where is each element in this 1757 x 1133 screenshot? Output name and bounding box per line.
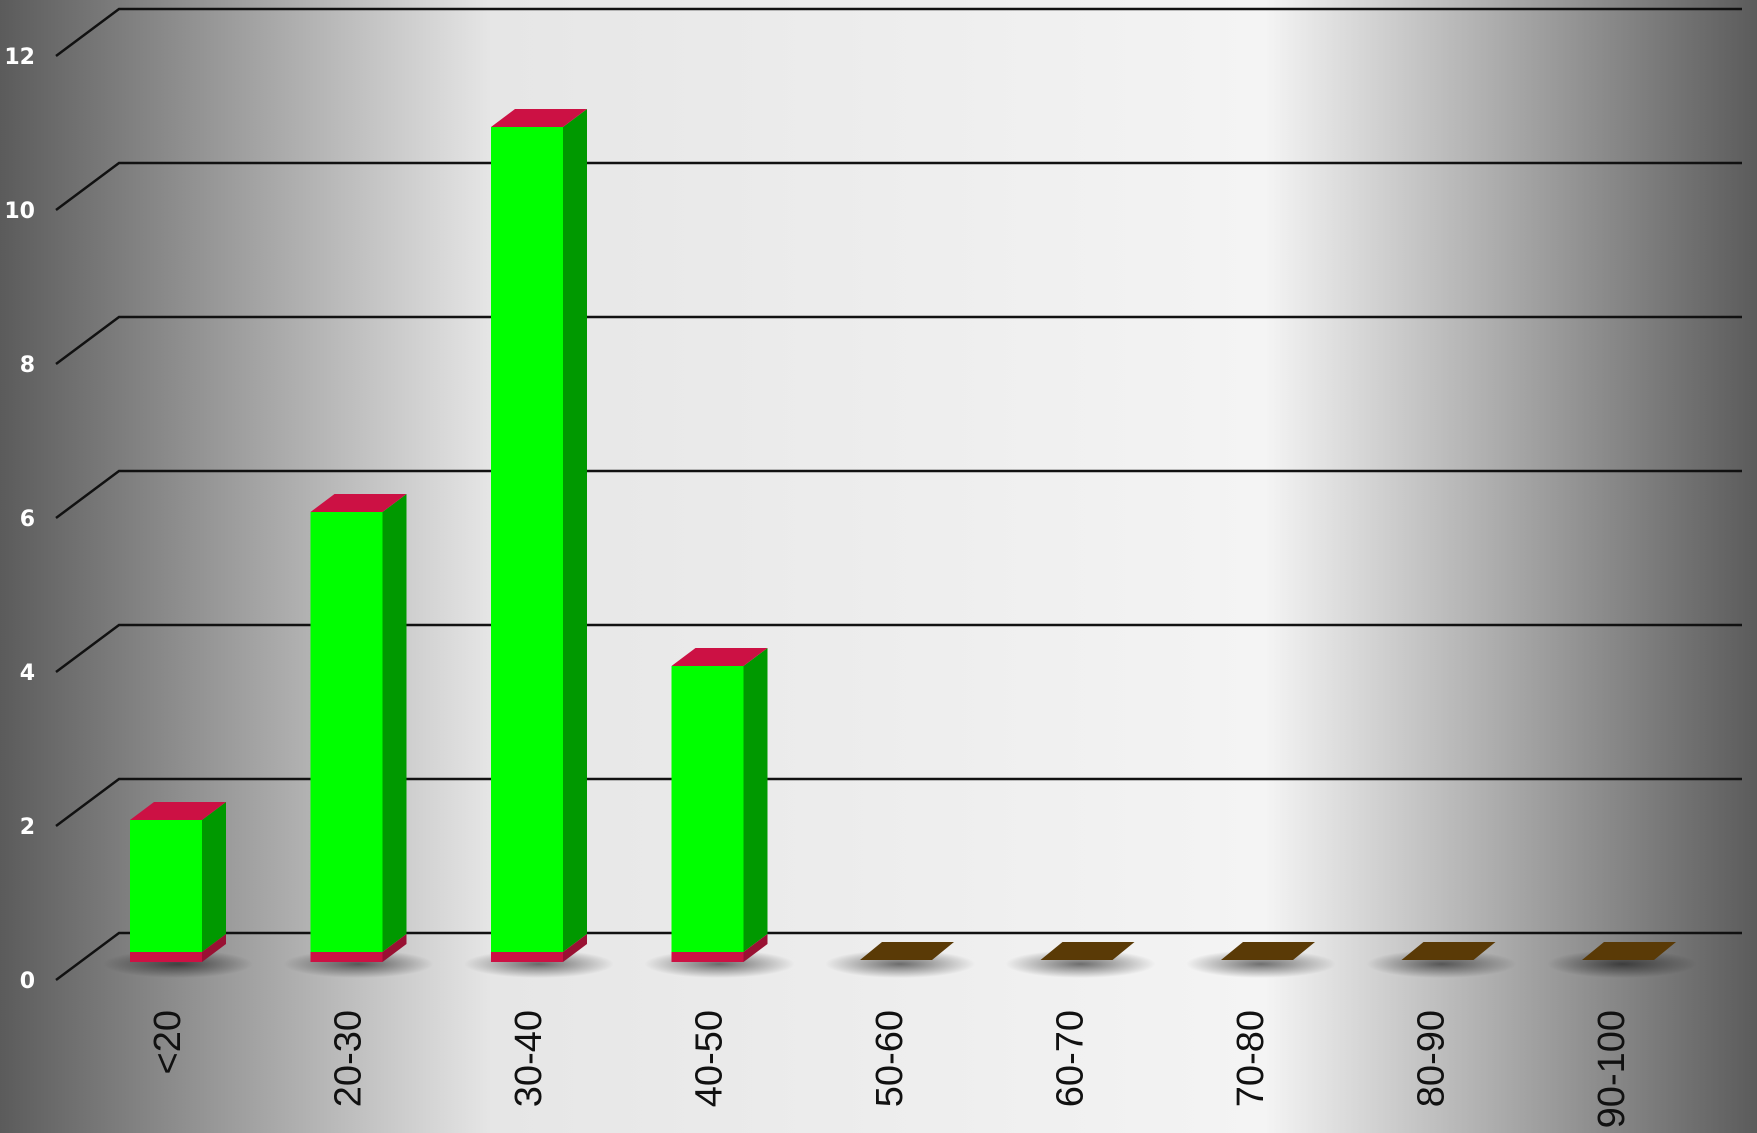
x-tick-label: 20-30 <box>328 1010 370 1107</box>
y-tick-label: 6 <box>20 507 35 532</box>
bar <box>1547 942 1697 978</box>
bar <box>1186 942 1336 978</box>
x-tick-label: 70-80 <box>1230 1010 1272 1107</box>
bar-cap <box>310 494 407 512</box>
bar-cap <box>130 802 226 820</box>
gridline <box>55 7 1742 58</box>
bar-zero-marker <box>1221 942 1315 960</box>
bar-front <box>130 820 202 952</box>
bar <box>825 942 975 978</box>
bar-cap <box>491 109 587 127</box>
bar-base-side <box>563 934 587 962</box>
x-axis-labels: <20 20-30 30-40 40-50 50-60 60-70 70-80 80-90 90… <box>147 1010 1633 1128</box>
bar-base-side <box>743 934 768 962</box>
x-tick-label: 30-40 <box>508 1010 550 1107</box>
x-tick-label: 90-100 <box>1591 1010 1633 1128</box>
bar-base <box>310 952 383 962</box>
bar-shadow <box>1366 950 1517 978</box>
bar-zero-marker <box>860 942 954 960</box>
bars <box>103 109 1697 978</box>
bar-shadow <box>1186 950 1336 978</box>
gridline <box>55 623 1742 674</box>
bar-zero-marker <box>1040 942 1135 960</box>
gridlines <box>55 7 1742 982</box>
y-tick-label: 10 <box>4 199 35 224</box>
x-tick-label: <20 <box>147 1010 189 1074</box>
bar-shadow <box>1547 950 1697 978</box>
bar-front <box>671 666 744 952</box>
x-tick-label: 40-50 <box>689 1010 731 1107</box>
bar-cap <box>671 648 768 666</box>
bar-base <box>671 952 744 962</box>
bar-shadow <box>1005 950 1156 978</box>
bar-side <box>743 648 768 952</box>
gridline <box>55 315 1742 366</box>
y-tick-label: 12 <box>4 45 35 70</box>
bar <box>103 802 253 978</box>
bar-base-side <box>202 934 226 962</box>
bar-front <box>310 512 383 952</box>
y-axis-ticks: 0 2 4 6 8 10 12 <box>4 45 35 994</box>
y-tick-label: 2 <box>20 815 35 840</box>
gridline <box>55 931 1742 982</box>
bar <box>1005 942 1156 978</box>
bar-base <box>130 952 202 962</box>
x-tick-label: 80-90 <box>1411 1010 1453 1107</box>
y-tick-label: 0 <box>20 969 35 994</box>
x-tick-label: 50-60 <box>869 1010 911 1107</box>
bar-front <box>491 127 563 952</box>
bar-zero-marker <box>1401 942 1496 960</box>
bar <box>283 494 434 978</box>
bar-base-side <box>382 934 407 962</box>
y-tick-label: 4 <box>20 661 35 686</box>
x-tick-label: 60-70 <box>1050 1010 1092 1107</box>
bar-side <box>382 494 407 952</box>
bar-side <box>202 802 226 952</box>
bar <box>644 648 795 978</box>
bar <box>464 109 614 978</box>
gridline <box>55 469 1742 520</box>
bar-base <box>491 952 563 962</box>
bar <box>1366 942 1517 978</box>
gridline <box>55 777 1742 828</box>
bar-zero-marker <box>1582 942 1676 960</box>
bar-shadow <box>825 950 975 978</box>
gridline <box>55 161 1742 212</box>
y-tick-label: 8 <box>20 353 35 378</box>
bar-side <box>563 109 587 952</box>
